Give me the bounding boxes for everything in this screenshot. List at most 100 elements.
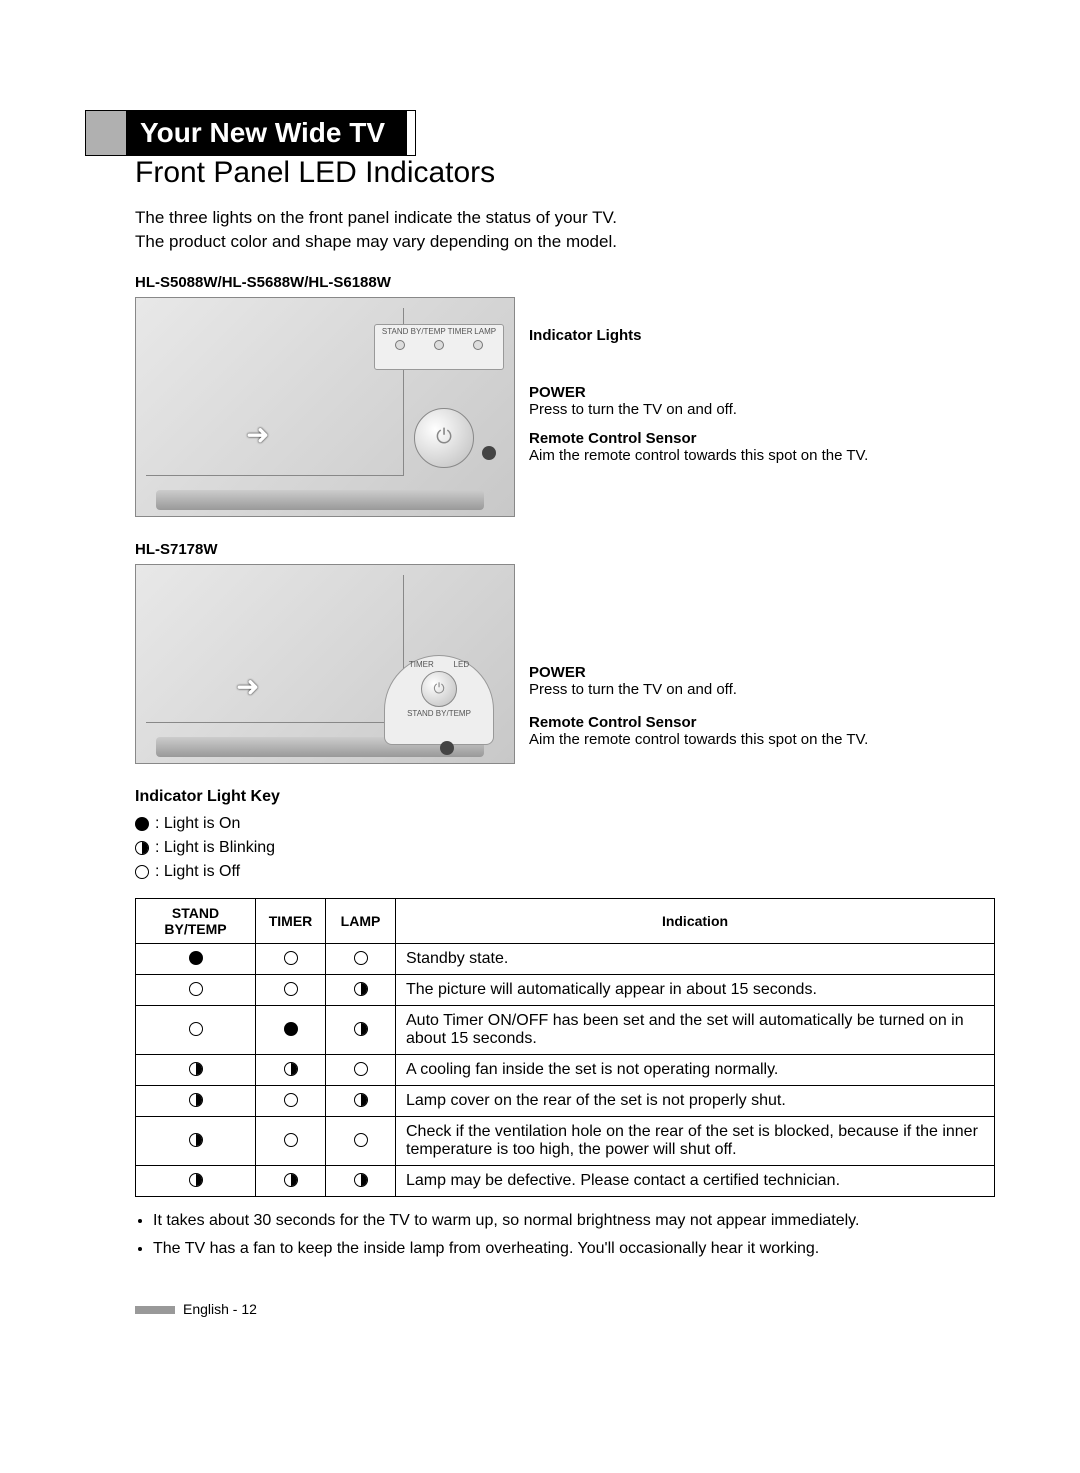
tv-bezel — [146, 308, 404, 476]
key-blink-text: : Light is Blinking — [155, 836, 275, 860]
table-cell-symbol — [256, 1005, 326, 1054]
callout-power-title-2: POWER — [529, 664, 995, 681]
table-row: The picture will automatically appear in… — [136, 974, 995, 1005]
page-title: Your New Wide TV — [126, 111, 407, 155]
arrow-icon: ➜ — [236, 670, 259, 703]
footer-bar-icon — [135, 1306, 175, 1314]
symbol-off-icon — [284, 1133, 298, 1147]
callout-remote-desc-2: Aim the remote control towards this spot… — [529, 731, 995, 748]
panel-2: TIMER LED ⏻ STAND BY/TEMP — [384, 655, 494, 745]
footer-text: English - 12 — [183, 1301, 257, 1317]
panel-standby-lbl: STAND BY/TEMP — [382, 327, 446, 336]
intro-line-2: The product color and shape may vary dep… — [135, 232, 617, 251]
callout-power-desc: Press to turn the TV on and off. — [529, 401, 995, 418]
table-cell-symbol — [256, 1116, 326, 1165]
symbol-off-icon — [189, 1022, 203, 1036]
table-cell-symbol — [326, 1054, 396, 1085]
diagram-1-row: ➜ STAND BY/TEMP TIMER LAMP ⏻ Indicator L… — [135, 297, 995, 517]
intro-text: The three lights on the front panel indi… — [135, 206, 995, 254]
table-cell-indication: Check if the ventilation hole on the rea… — [396, 1116, 995, 1165]
table-cell-symbol — [136, 1165, 256, 1196]
led-icon — [473, 340, 483, 350]
panel-timer-lbl: TIMER — [448, 327, 473, 336]
symbol-blink-icon — [189, 1093, 203, 1107]
symbol-on-icon — [135, 817, 149, 831]
th-lamp: LAMP — [326, 898, 396, 943]
table-cell-symbol — [256, 943, 326, 974]
table-cell-symbol — [136, 1116, 256, 1165]
notes-list: It takes about 30 seconds for the TV to … — [135, 1209, 995, 1261]
th-timer: TIMER — [256, 898, 326, 943]
symbol-blink-icon — [354, 1173, 368, 1187]
diagram-1: ➜ STAND BY/TEMP TIMER LAMP ⏻ — [135, 297, 515, 517]
symbol-blink-icon — [354, 1093, 368, 1107]
table-cell-indication: A cooling fan inside the set is not oper… — [396, 1054, 995, 1085]
table-cell-indication: The picture will automatically appear in… — [396, 974, 995, 1005]
intro-line-1: The three lights on the front panel indi… — [135, 208, 617, 227]
symbol-blink-icon — [284, 1173, 298, 1187]
table-cell-symbol — [136, 943, 256, 974]
table-row: Auto Timer ON/OFF has been set and the s… — [136, 1005, 995, 1054]
table-cell-symbol — [136, 1085, 256, 1116]
note-item: The TV has a fan to keep the inside lamp… — [153, 1237, 995, 1261]
callout-remote-title: Remote Control Sensor — [529, 430, 995, 447]
callouts-1: Indicator Lights POWER Press to turn the… — [529, 297, 995, 517]
table-cell-symbol — [326, 943, 396, 974]
section-heading: Front Panel LED Indicators — [135, 156, 995, 190]
callouts-2: POWER Press to turn the TV on and off. R… — [529, 564, 995, 764]
table-cell-symbol — [326, 974, 396, 1005]
table-cell-symbol — [136, 1005, 256, 1054]
table-cell-symbol — [256, 1054, 326, 1085]
table-header-row: STAND BY/TEMP TIMER LAMP Indication — [136, 898, 995, 943]
symbol-off-icon — [189, 982, 203, 996]
table-row: Standby state. — [136, 943, 995, 974]
note-item: It takes about 30 seconds for the TV to … — [153, 1209, 995, 1233]
table-cell-symbol — [326, 1085, 396, 1116]
key-heading: Indicator Light Key — [135, 788, 995, 806]
model2-label: HL-S7178W — [135, 541, 995, 558]
callout-remote-title-2: Remote Control Sensor — [529, 714, 995, 731]
symbol-on-icon — [189, 951, 203, 965]
symbol-off-icon — [284, 1093, 298, 1107]
model1-label: HL-S5088W/HL-S5688W/HL-S6188W — [135, 274, 995, 291]
panel2-led-lbl: LED — [454, 660, 470, 669]
panel2-standby-lbl: STAND BY/TEMP — [385, 709, 493, 718]
symbol-off-icon — [354, 1133, 368, 1147]
symbol-on-icon — [284, 1022, 298, 1036]
symbol-off-icon — [135, 865, 149, 879]
callout-indicator-lights: Indicator Lights — [529, 327, 995, 344]
tv-base — [156, 490, 484, 510]
callout-power-title: POWER — [529, 384, 995, 401]
table-cell-symbol — [136, 1054, 256, 1085]
table-row: Lamp may be defective. Please contact a … — [136, 1165, 995, 1196]
content-area: Front Panel LED Indicators The three lig… — [85, 156, 995, 1317]
th-standby: STAND BY/TEMP — [136, 898, 256, 943]
key-on: : Light is On — [135, 812, 995, 836]
table-row: Check if the ventilation hole on the rea… — [136, 1116, 995, 1165]
symbol-blink-icon — [135, 841, 149, 855]
symbol-blink-icon — [354, 1022, 368, 1036]
page-footer: English - 12 — [135, 1301, 995, 1317]
tv-bezel — [146, 575, 404, 723]
symbol-blink-icon — [189, 1062, 203, 1076]
table-cell-symbol — [256, 1165, 326, 1196]
th-indication: Indication — [396, 898, 995, 943]
key-blink: : Light is Blinking — [135, 836, 995, 860]
symbol-off-icon — [354, 1062, 368, 1076]
indicator-table: STAND BY/TEMP TIMER LAMP Indication Stan… — [135, 898, 995, 1197]
title-container: Your New Wide TV — [85, 110, 416, 156]
table-cell-indication: Lamp cover on the rear of the set is not… — [396, 1085, 995, 1116]
key-off-text: : Light is Off — [155, 860, 240, 884]
symbol-blink-icon — [189, 1133, 203, 1147]
led-icon — [395, 340, 405, 350]
callout-power-desc-2: Press to turn the TV on and off. — [529, 681, 995, 698]
symbol-blink-icon — [284, 1062, 298, 1076]
power-button-icon: ⏻ — [414, 408, 474, 468]
symbol-blink-icon — [354, 982, 368, 996]
table-cell-symbol — [256, 1085, 326, 1116]
sensor-dot-icon — [482, 446, 496, 460]
power-button-icon: ⏻ — [421, 671, 457, 707]
table-row: A cooling fan inside the set is not oper… — [136, 1054, 995, 1085]
led-icon — [434, 340, 444, 350]
table-cell-symbol — [256, 974, 326, 1005]
